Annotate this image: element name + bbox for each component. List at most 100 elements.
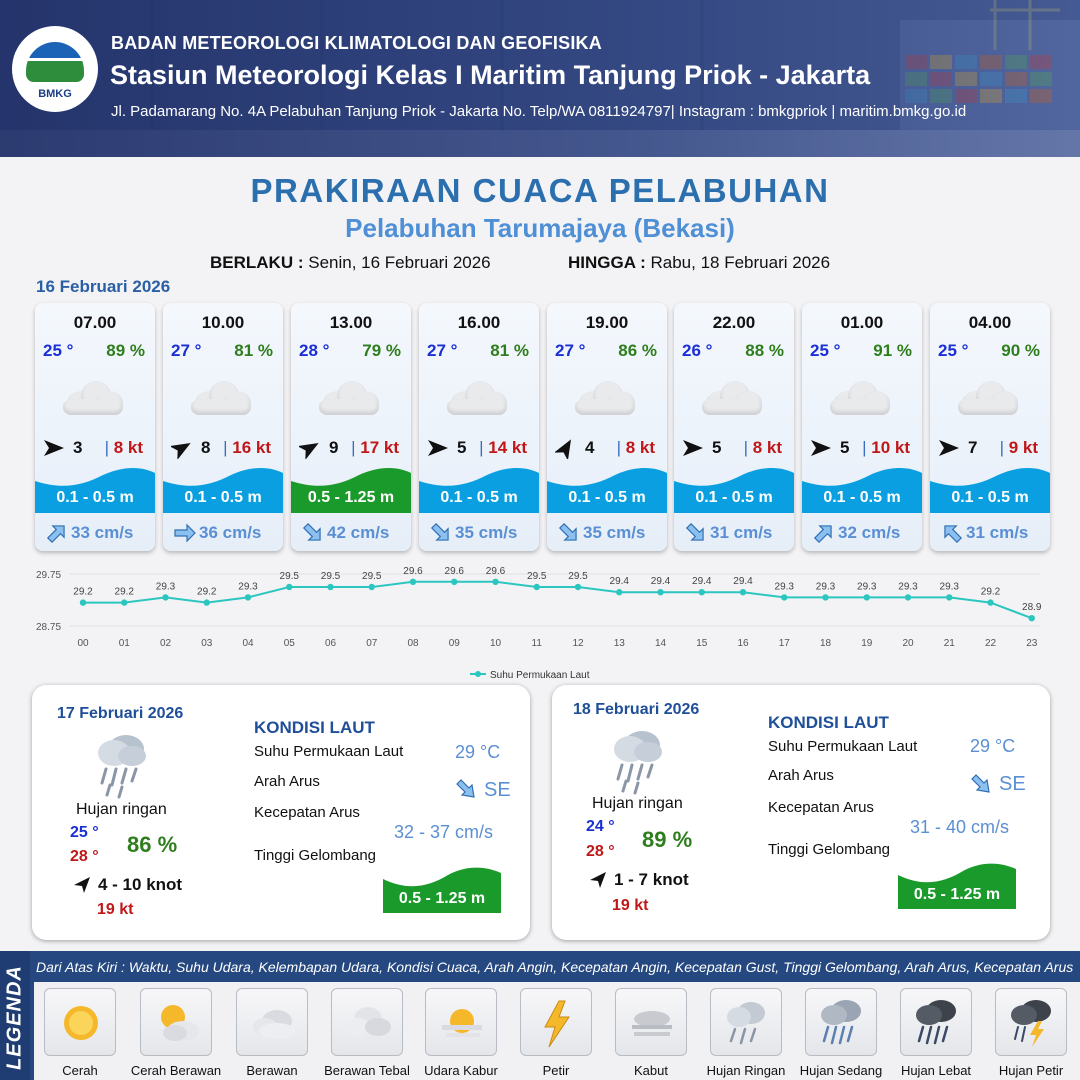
wave-height-badge: 0.1 - 0.5 m [35, 463, 155, 513]
data-label: 29.3 [156, 581, 176, 592]
data-label: 29.3 [816, 581, 836, 592]
data-point [327, 583, 334, 591]
legend-item [900, 988, 972, 1056]
wave-height-badge: 0.5 - 1.25 m [291, 463, 411, 513]
data-label: 29.5 [362, 571, 382, 582]
forecast-time: 19.00 [585, 313, 629, 332]
data-label: 29.5 [321, 571, 341, 582]
day3-wave-label: Tinggi Gelombang [768, 841, 891, 858]
valid-to: HINGGA : Rabu, 18 Februari 2026 [568, 253, 831, 272]
current-direction-icon [813, 525, 832, 544]
wave-height: 0.1 - 0.5 m [823, 489, 901, 506]
wind-direction-icon [299, 443, 319, 459]
legend-item [805, 988, 877, 1056]
light-rain-icon [614, 731, 662, 795]
wind-direction-icon [428, 440, 448, 456]
current-row: 31 cm/s [930, 517, 1050, 549]
humidity: 88 % [745, 341, 784, 360]
day3-panel: 18 Februari 2026 Hujan ringan 24 ° 28 ° … [552, 685, 1050, 940]
data-point [739, 589, 747, 596]
humidity: 90 % [1001, 341, 1040, 360]
current-direction-icon [46, 525, 65, 544]
day2-gust: 19 kt [97, 901, 134, 918]
current-row: 32 cm/s [802, 517, 922, 549]
sun-icon [64, 1006, 98, 1040]
forecast-card: 04.00 25 ° 90 % 7 | 9 kt 0.1 - 0.5 m 31 cm/s [930, 303, 1050, 551]
legend-item [615, 988, 687, 1056]
data-point [863, 594, 870, 601]
wind-speed: 5 [457, 438, 467, 457]
day1-date: 16 Februari 2026 [36, 277, 171, 296]
x-tick-label: 00 [77, 638, 89, 649]
day3-wave-badge: 0.5 - 1.25 m [898, 861, 1016, 909]
air-temperature: 26 ° [682, 341, 713, 360]
day3-current-dir-label: Arah Arus [768, 767, 834, 784]
legend-item-label: Cerah [62, 1063, 98, 1078]
current-direction-icon [174, 523, 196, 543]
forecast-card: 16.00 27 ° 81 % 5 | 14 kt 0.1 - 0.5 m 35 cm/s [419, 303, 539, 551]
data-label: 29.3 [857, 581, 877, 592]
air-temperature: 25 ° [810, 341, 841, 360]
forecast-time: 13.00 [329, 313, 373, 332]
legend-item-label: Berawan Tebal [324, 1063, 410, 1078]
day3-current-dir-value: SE [999, 773, 1026, 795]
y-tick-label: 28.75 [36, 622, 61, 633]
wind-speed: 5 [840, 438, 850, 457]
forecast-card: 01.00 25 ° 91 % 5 | 10 kt 0.1 - 0.5 m 32 cm/s [802, 303, 922, 551]
heavy-rain-icon [916, 1000, 956, 1045]
data-point [657, 589, 664, 596]
day3-humidity: 89 % [642, 827, 693, 852]
day2-sst-label: Suhu Permukaan Laut [254, 743, 404, 760]
thick-cloud-icon [575, 377, 637, 417]
data-label: 29.3 [898, 581, 918, 592]
sst-chart: 29.75 28.75 29.2 00 29.2 01 29.3 02 29.2 03 29.3 04… [36, 566, 1042, 680]
legend-marker [475, 671, 481, 677]
data-point [203, 599, 210, 606]
thick-cloud-icon [830, 377, 892, 417]
data-label: 29.4 [651, 576, 671, 587]
day2-current-dir-value: SE [484, 779, 511, 801]
day2-wind: 4 - 10 knot [98, 875, 183, 894]
current-speed: 35 cm/s [455, 523, 518, 542]
data-point [409, 578, 417, 585]
wind-direction-icon [555, 439, 571, 459]
page-title: PRAKIRAAN CUACA PELABUHAN [250, 172, 830, 209]
data-label: 29.5 [527, 571, 547, 582]
current-row: 36 cm/s [163, 517, 283, 549]
current-row: 42 cm/s [291, 517, 411, 549]
bmkg-logo: BMKG [12, 26, 98, 112]
wind-row: 9 | 17 kt [299, 437, 409, 459]
x-tick-label: 19 [861, 638, 873, 649]
data-point [698, 589, 705, 596]
day2-current-speed-value: 32 - 37 cm/s [394, 822, 494, 842]
current-row: 35 cm/s [419, 517, 539, 549]
data-label: 29.6 [486, 566, 506, 577]
wave-height: 0.5 - 1.25 m [307, 489, 395, 506]
sst-series-line [83, 580, 1033, 620]
x-tick-label: 08 [407, 638, 419, 649]
humidity: 81 % [234, 341, 273, 360]
wave-height: 0.1 - 0.5 m [568, 489, 646, 506]
wind-direction-icon [171, 443, 191, 459]
legend-item [140, 988, 212, 1056]
air-temperature: 27 ° [171, 341, 202, 360]
wave-height-badge: 0.1 - 0.5 m [419, 463, 539, 513]
data-point [162, 594, 169, 601]
day2-condition: Hujan ringan [76, 801, 167, 818]
day2-temp-min: 25 ° [70, 824, 99, 841]
x-tick-label: 14 [655, 638, 667, 649]
legend-description: Dari Atas Kiri : Waktu, Suhu Udara, Kele… [36, 959, 1074, 975]
day2-panel: 17 Februari 2026 Hujan ringan 25 ° 28 ° … [32, 685, 530, 940]
wave-height: 0.1 - 0.5 m [695, 489, 773, 506]
thick-cloud-icon [319, 377, 381, 417]
data-point [904, 594, 912, 601]
data-label: 29.2 [981, 587, 1001, 598]
data-point [1028, 615, 1035, 622]
humidity: 81 % [490, 341, 529, 360]
data-point [368, 583, 375, 591]
data-label: 29.6 [445, 566, 465, 577]
air-temperature: 27 ° [427, 341, 458, 360]
legend-item-label: Petir [542, 1063, 570, 1078]
forecast-time: 22.00 [712, 313, 756, 332]
data-point [492, 578, 499, 585]
